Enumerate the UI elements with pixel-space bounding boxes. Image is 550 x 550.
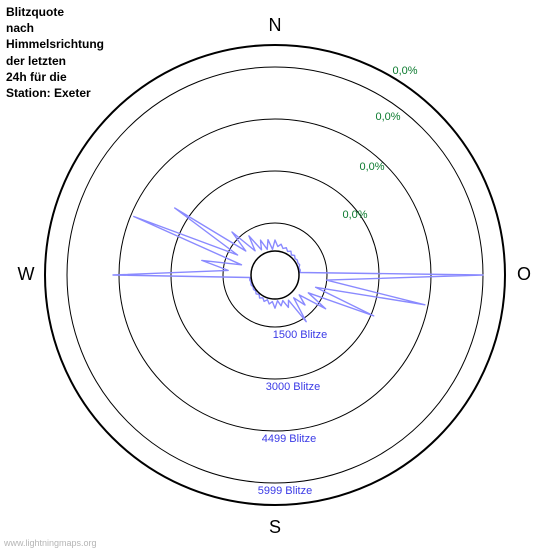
compass-E: O xyxy=(517,264,531,284)
compass-W: W xyxy=(18,264,35,284)
center-hole xyxy=(251,251,299,299)
pct-label: 0,0% xyxy=(375,111,400,123)
count-label: 5999 Blitze xyxy=(258,485,312,497)
count-label: 3000 Blitze xyxy=(266,381,320,393)
pct-label: 0,0% xyxy=(392,65,417,77)
pct-label: 0,0% xyxy=(342,209,367,221)
compass-S: S xyxy=(269,517,281,537)
lightning-rose xyxy=(113,208,483,322)
count-label: 1500 Blitze xyxy=(273,329,327,341)
pct-label: 0,0% xyxy=(359,161,384,173)
polar-chart: N S W O 0,0% 0,0% 0,0% 0,0% 1500 Blitze 3000 Blit… xyxy=(0,0,550,550)
count-label: 4499 Blitze xyxy=(262,433,316,445)
compass-N: N xyxy=(269,15,282,35)
